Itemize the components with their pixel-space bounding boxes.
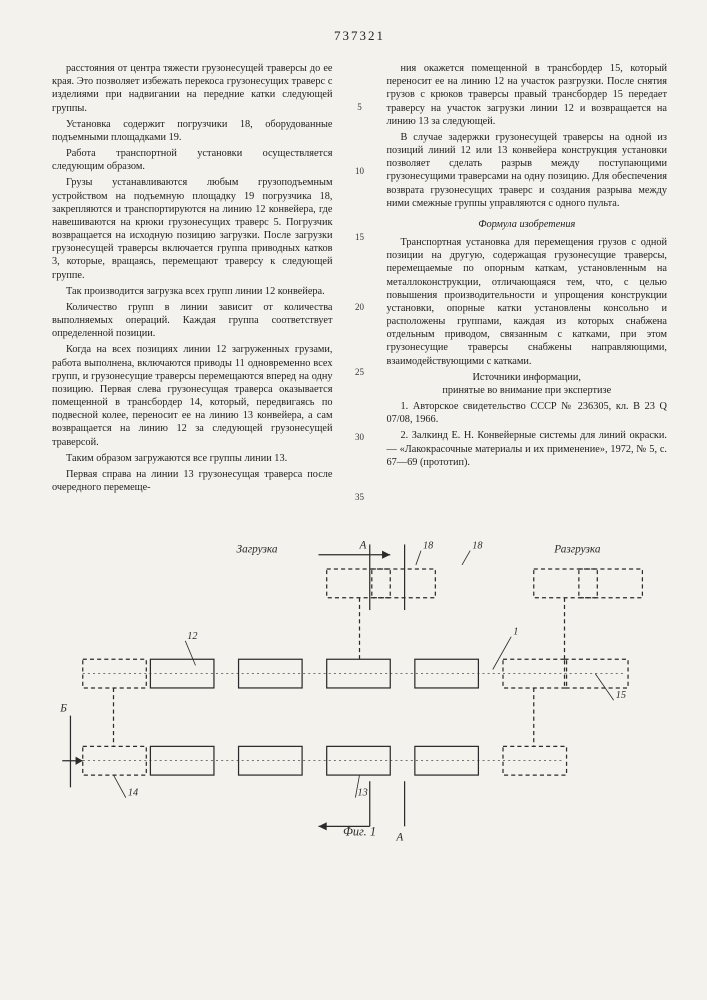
body-paragraph: ния окажется помещенной в трансбордер 15…: [387, 62, 668, 128]
line-num: 15: [353, 232, 367, 242]
svg-text:18: 18: [472, 541, 483, 552]
svg-text:15: 15: [616, 691, 626, 702]
body-paragraph: Так производится загрузка всех групп лин…: [52, 285, 333, 298]
body-paragraph: В случае задержки грузонесущей траверсы …: [387, 131, 668, 210]
body-paragraph: Когда на всех позициях линии 12 загружен…: [52, 343, 333, 448]
svg-text:13: 13: [357, 788, 367, 799]
line-num: 30: [353, 432, 367, 442]
sources-heading: Источники информации, принятые во вниман…: [387, 371, 668, 397]
svg-text:Загрузка: Загрузка: [237, 544, 278, 556]
document-number: 737321: [52, 28, 667, 44]
figure-1: Загрузка Разгрузка А А Б 18 18 1 12 13 14 15 Фиг. 1: [52, 515, 667, 865]
line-num: 20: [353, 302, 367, 312]
right-column: ния окажется помещенной в трансбордер 15…: [387, 62, 668, 497]
svg-text:А: А: [359, 540, 367, 552]
svg-text:12: 12: [187, 631, 197, 642]
svg-text:А: А: [395, 832, 403, 844]
body-paragraph: Таким образом загружаются все группы лин…: [52, 452, 333, 465]
svg-text:18: 18: [423, 541, 434, 552]
line-number-gutter: 5 10 15 20 25 30 35: [353, 62, 367, 497]
body-paragraph: Установка содержит погрузчики 18, оборуд…: [52, 118, 333, 144]
source-item: 2. Залкинд Е. Н. Конвейерные системы для…: [387, 429, 668, 469]
svg-text:Б: Б: [59, 703, 67, 715]
line-num: 25: [353, 367, 367, 377]
figure-svg: Загрузка Разгрузка А А Б 18 18 1 12 13 14 15 Фиг. 1: [52, 515, 667, 865]
svg-text:Разгрузка: Разгрузка: [553, 544, 601, 556]
text-columns: расстояния от центра тяжести грузонесуще…: [52, 62, 667, 497]
body-paragraph: Грузы устанавливаются любым грузоподъемн…: [52, 176, 333, 281]
svg-text:14: 14: [128, 788, 138, 799]
body-paragraph: Количество групп в линии зависит от коли…: [52, 301, 333, 341]
claim-paragraph: Транспортная установка для перемещения г…: [387, 236, 668, 368]
source-item: 1. Авторское свидетельство СССР № 236305…: [387, 400, 668, 426]
left-column: расстояния от центра тяжести грузонесуще…: [52, 62, 333, 497]
svg-text:Фиг. 1: Фиг. 1: [343, 825, 376, 839]
body-paragraph: Работа транспортной установки осуществля…: [52, 147, 333, 173]
body-paragraph: Первая справа на линии 13 грузонесущая т…: [52, 468, 333, 494]
body-paragraph: расстояния от центра тяжести грузонесуще…: [52, 62, 333, 115]
line-num: 10: [353, 166, 367, 176]
line-num: 5: [353, 102, 367, 112]
svg-text:1: 1: [513, 627, 518, 638]
line-num: 35: [353, 492, 367, 502]
formula-heading: Формула изобретения: [387, 218, 668, 231]
